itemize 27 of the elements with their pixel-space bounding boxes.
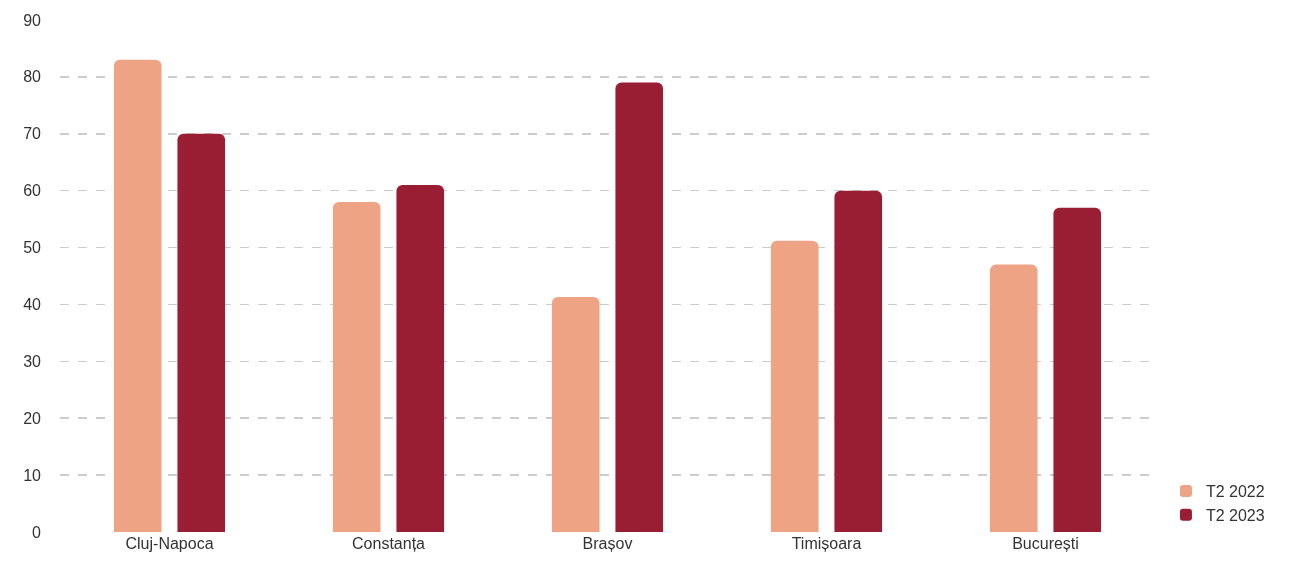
y-tick-label: 90 [23, 11, 42, 29]
y-tick-label: 30 [23, 352, 42, 370]
x-tick-label: Brașov [582, 535, 633, 552]
y-tick-label: 60 [23, 182, 42, 200]
bar [834, 190, 883, 532]
bar [615, 82, 664, 532]
y-tick-label: 10 [23, 466, 42, 484]
bar [989, 264, 1038, 532]
x-tick-label: Cluj-Napoca [125, 535, 214, 552]
bar [332, 202, 381, 532]
bar [396, 184, 445, 532]
bar [113, 59, 162, 532]
y-tick-label: 0 [32, 523, 42, 541]
bar [770, 240, 819, 532]
legend-label: T2 2022 [1205, 483, 1265, 501]
x-tick-label: Constanța [352, 535, 426, 552]
y-tick-label: 50 [23, 239, 42, 257]
x-tick-label: București [1012, 535, 1079, 552]
y-tick-label: 80 [23, 68, 42, 86]
bar [551, 297, 600, 532]
bar [177, 133, 226, 532]
y-tick-label: 70 [23, 125, 42, 143]
bar [1053, 207, 1102, 532]
legend-label: T2 2023 [1205, 506, 1265, 524]
y-tick-label: 20 [23, 409, 42, 427]
x-tick-label: Timișoara [791, 535, 862, 552]
y-tick-label: 40 [23, 296, 42, 314]
